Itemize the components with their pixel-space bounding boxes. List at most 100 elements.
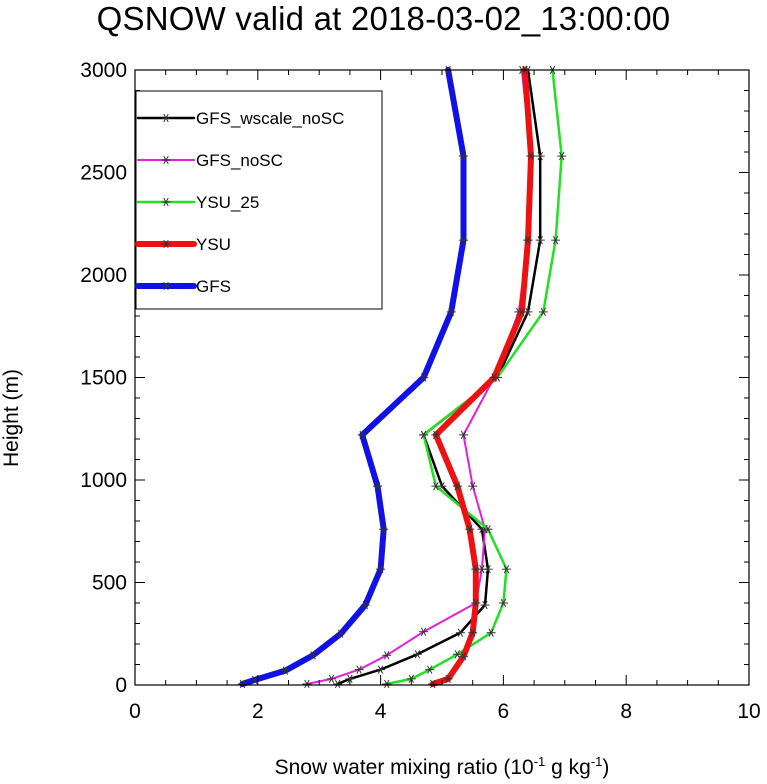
legend: GFS_wscale_noSC GFS_noSC YSU_25 YSU GFS	[135, 90, 383, 310]
data-point	[376, 665, 386, 674]
data-point	[452, 481, 462, 491]
x-tick-label: 2	[252, 700, 264, 723]
chart-title: QSNOW valid at 2018-03-02_13:00:00	[96, 0, 671, 37]
data-point	[425, 665, 435, 674]
data-point	[419, 373, 429, 382]
data-point	[483, 525, 493, 534]
data-point	[458, 151, 468, 161]
data-point	[354, 665, 364, 674]
y-tick-label: 500	[92, 572, 127, 595]
y-tick-label: 1500	[80, 367, 127, 390]
y-tick-label: 3000	[80, 59, 127, 82]
x-axis-label-part: )	[602, 756, 610, 779]
data-point	[535, 235, 545, 245]
data-point	[446, 307, 456, 317]
data-point	[419, 430, 429, 440]
data-point	[538, 307, 548, 317]
data-point	[406, 674, 416, 684]
data-point	[468, 628, 478, 637]
x-axis-ticks: 0 2 4 6 8 10	[129, 70, 761, 723]
legend-label: GFS	[196, 277, 231, 296]
data-point	[379, 525, 389, 534]
data-point	[161, 197, 171, 207]
x-axis-label-part: g kg	[545, 756, 591, 779]
data-point	[486, 628, 496, 637]
y-axis-label: Height (m)	[0, 368, 23, 468]
data-point	[308, 651, 318, 660]
data-point	[345, 674, 355, 684]
legend-label: GFS_wscale_noSC	[196, 109, 344, 128]
data-point	[452, 650, 462, 659]
y-tick-label: 0	[115, 674, 127, 697]
data-point	[382, 651, 392, 660]
legend-label: YSU	[196, 235, 231, 254]
x-axis-label-part: Snow water mixing ratio (10	[274, 756, 534, 779]
data-point	[523, 235, 533, 245]
data-point	[557, 151, 567, 161]
data-point	[326, 674, 336, 684]
series-line	[429, 67, 534, 687]
data-point	[302, 679, 312, 689]
data-point	[471, 565, 481, 574]
data-point	[280, 666, 290, 675]
data-point	[336, 629, 346, 638]
data-point	[412, 650, 422, 659]
series-ysu-25	[382, 65, 567, 689]
x-tick-label: 8	[620, 700, 632, 723]
data-point	[237, 679, 247, 689]
series-layer	[237, 65, 567, 689]
y-tick-label: 1000	[80, 469, 127, 492]
data-point	[551, 235, 561, 245]
data-point	[443, 674, 453, 684]
data-point	[376, 565, 386, 574]
legend-entry: GFS_wscale_noSC	[136, 109, 344, 128]
data-point	[480, 600, 490, 610]
data-point	[458, 652, 468, 661]
data-point	[458, 235, 468, 245]
y-tick-label: 2500	[80, 162, 127, 185]
data-point	[431, 430, 441, 440]
y-tick-label: 2000	[80, 264, 127, 287]
series-ysu	[428, 65, 536, 689]
data-point	[498, 598, 508, 608]
data-point	[535, 151, 545, 161]
legend-entry: YSU_25	[136, 193, 259, 212]
data-point	[465, 525, 475, 534]
legend-box	[135, 90, 383, 310]
y-axis-ticks: 0 500 1000 1500 2000 2500 3000	[80, 59, 749, 697]
data-point	[428, 679, 438, 689]
legend-entry: GFS	[135, 277, 231, 296]
x-tick-label: 6	[498, 700, 510, 723]
data-point	[517, 307, 527, 317]
data-point	[161, 281, 171, 291]
x-axis-label-exponent: -1	[590, 754, 603, 769]
data-point	[373, 481, 383, 491]
data-point	[526, 151, 536, 161]
x-tick-label: 0	[129, 700, 141, 723]
data-point	[161, 239, 171, 249]
data-point	[357, 430, 367, 440]
legend-label: GFS_noSC	[196, 151, 283, 170]
data-point	[360, 600, 370, 610]
data-point	[489, 373, 499, 382]
legend-entry: GFS_noSC	[137, 151, 283, 170]
data-point	[161, 113, 171, 123]
data-point	[419, 627, 429, 636]
data-point	[458, 430, 468, 440]
data-point	[455, 628, 465, 637]
data-point	[468, 481, 478, 491]
data-point	[471, 598, 481, 608]
legend-label: YSU_25	[196, 193, 259, 212]
data-point	[333, 679, 343, 689]
series-gfs	[237, 65, 468, 689]
data-point	[501, 565, 511, 574]
x-axis-label-exponent: -1	[533, 754, 546, 769]
x-tick-label: 10	[737, 700, 760, 723]
data-point	[382, 679, 392, 689]
x-axis-label: Snow water mixing ratio (10-1 g kg-1)	[135, 754, 749, 780]
x-tick-label: 4	[375, 700, 387, 723]
legend-entry: YSU	[135, 235, 231, 254]
data-point	[161, 155, 171, 165]
data-point	[431, 481, 441, 491]
